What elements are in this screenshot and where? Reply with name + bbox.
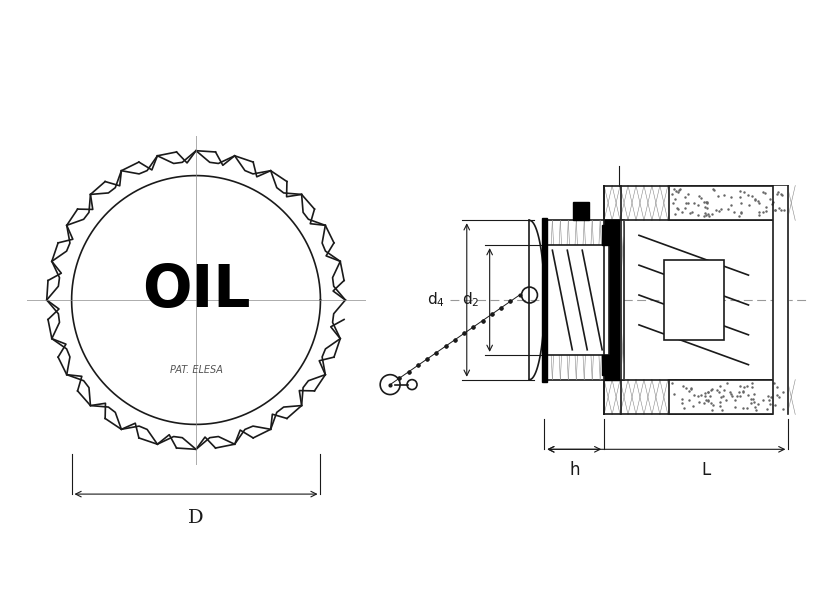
Polygon shape — [604, 220, 619, 380]
Bar — [668, 185, 788, 220]
Bar — [668, 380, 788, 415]
Bar — [543, 245, 609, 355]
Polygon shape — [601, 355, 609, 374]
Text: OIL: OIL — [141, 262, 250, 319]
Polygon shape — [573, 202, 589, 220]
Polygon shape — [604, 380, 788, 415]
Text: d$_4$: d$_4$ — [426, 290, 445, 310]
Polygon shape — [604, 185, 788, 220]
Bar — [543, 220, 624, 380]
Text: d$_2$: d$_2$ — [461, 290, 479, 310]
Text: PAT. ELESA: PAT. ELESA — [170, 365, 222, 374]
Text: h: h — [568, 461, 579, 479]
Text: L: L — [701, 461, 710, 479]
Text: D: D — [188, 509, 204, 527]
Polygon shape — [772, 185, 788, 415]
Bar — [663, 260, 722, 340]
Polygon shape — [601, 226, 609, 245]
Polygon shape — [542, 218, 547, 382]
